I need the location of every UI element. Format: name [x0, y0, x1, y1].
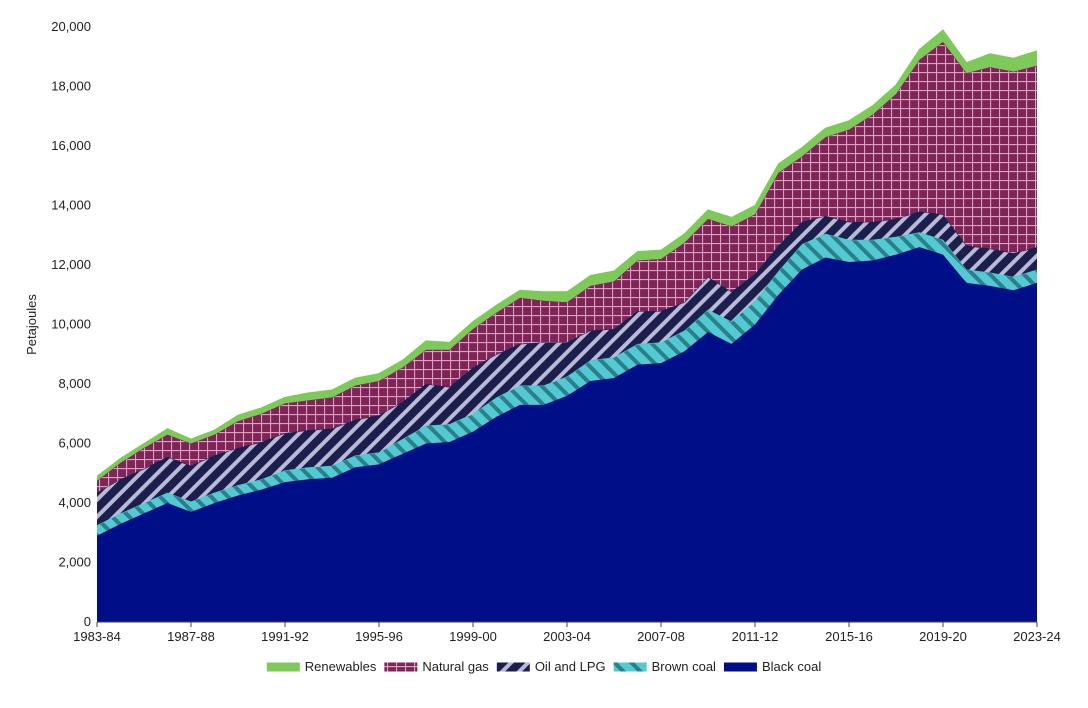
legend-label-renewables: Renewables: [305, 659, 377, 674]
x-tick-label: 1987-88: [167, 629, 215, 644]
y-tick-label: 0: [84, 614, 91, 629]
y-axis-title: Petajoules: [24, 294, 39, 355]
legend-swatch-oil-and-lpg: [496, 662, 530, 672]
x-tick-label: 2015-16: [825, 629, 873, 644]
legend-swatch-natural-gas: [384, 662, 418, 672]
x-tick-label: 2011-12: [732, 629, 779, 644]
legend-swatch-renewables: [266, 662, 300, 672]
y-tick-label: 4,000: [58, 495, 91, 510]
x-tick-label: 1991-92: [261, 629, 309, 644]
x-tick-label: 2003-04: [543, 629, 591, 644]
y-tick-label: 12,000: [51, 257, 91, 272]
x-tick-label: 2007-08: [637, 629, 685, 644]
legend-swatch-black-coal: [723, 662, 757, 672]
x-tick-label: 1999-00: [449, 629, 497, 644]
x-axis-ticks: 1983-84 1987-88 1991-92 1995-96 1999-00 2003-…: [73, 622, 1061, 644]
y-tick-label: 18,000: [51, 79, 91, 94]
y-axis-ticks: 0 2,000 4,000 6,000 8,000 10,000 12,000 14,000 1…: [51, 19, 91, 629]
area-oil-and-lpg: [97, 211, 1037, 526]
series-areas: [96, 29, 1038, 622]
y-tick-label: 8,000: [58, 376, 91, 391]
legend-label-black-coal: Black coal: [762, 659, 821, 674]
y-tick-label: 10,000: [51, 317, 91, 332]
y-tick-label: 14,000: [51, 198, 91, 213]
x-tick-label: 2023-24: [1013, 629, 1061, 644]
area-black-coal: [97, 247, 1037, 622]
legend: Renewables Natural gas Oil and LPG Brown co…: [266, 659, 821, 674]
y-tick-label: 6,000: [58, 436, 91, 451]
area-edge-renewables: [96, 29, 1038, 477]
x-tick-label: 1995-96: [355, 629, 403, 644]
legend-swatch-brown-coal: [613, 662, 647, 672]
x-tick-label: 2019-20: [919, 629, 967, 644]
legend-label-natural-gas: Natural gas: [422, 659, 489, 674]
legend-label-oil-and-lpg: Oil and LPG: [535, 659, 606, 674]
area-brown-coal: [97, 232, 1037, 536]
y-tick-label: 20,000: [51, 19, 91, 34]
x-tick-label: 1983-84: [73, 629, 121, 644]
y-tick-label: 16,000: [51, 138, 91, 153]
legend-label-brown-coal: Brown coal: [652, 659, 716, 674]
area-natural-gas: [97, 41, 1037, 493]
y-tick-label: 2,000: [58, 555, 91, 570]
